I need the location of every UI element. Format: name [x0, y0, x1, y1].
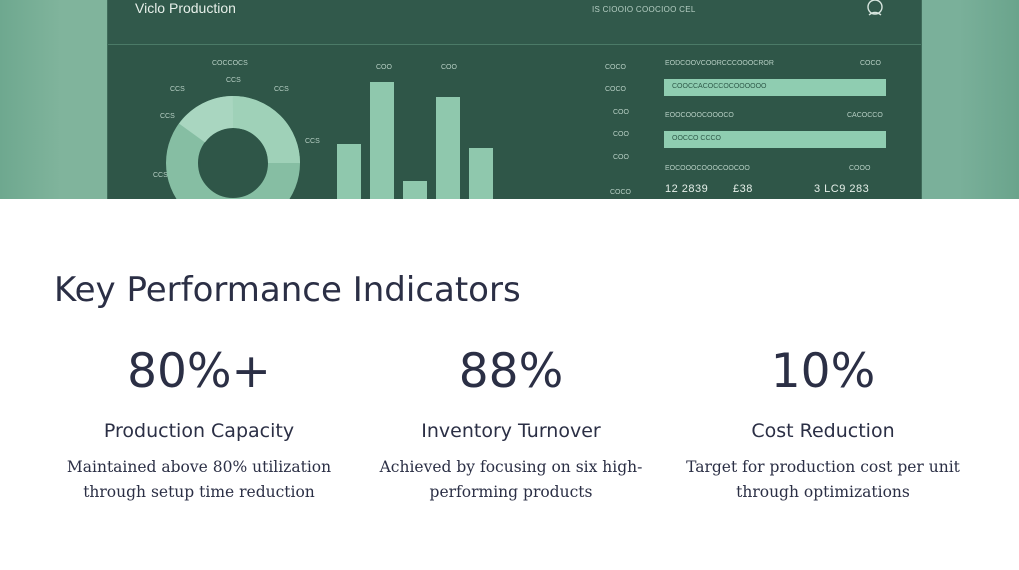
row-bar-text: COOCCACOCCOCOOOOOO	[672, 83, 767, 90]
kpi-value: 10%	[770, 344, 876, 399]
donut-label: CCS	[153, 172, 168, 179]
axis-label: COO	[613, 154, 629, 161]
dashboard-header: Viclo Production IS CIOOIO COOCIOO CEL	[108, 0, 921, 45]
bottom-number: 12 2839	[665, 183, 709, 195]
dashboard-screenshot: Viclo Production IS CIOOIO COOCIOO CEL C…	[107, 0, 922, 199]
kpi-description: Maintained above 80% utilization through…	[49, 455, 349, 505]
kpi-card-inventory-turnover: 88% Inventory Turnover Achieved by focus…	[361, 340, 661, 505]
bar	[370, 82, 394, 199]
row-label: EOOCOOOCOOOCO	[665, 112, 734, 119]
section-title: Key Performance Indicators	[54, 270, 521, 310]
row-value: COCO	[860, 60, 881, 67]
bar	[403, 181, 427, 199]
kpi-description-line: performing products	[429, 483, 593, 501]
bar-top-label: COO	[441, 64, 457, 71]
dashboard-meta: IS CIOOIO COOCIOO CEL	[592, 5, 696, 14]
axis-label: COO	[613, 131, 629, 138]
kpi-label: Production Capacity	[103, 420, 295, 442]
bar	[469, 148, 493, 199]
kpi-card-production-capacity: 80%+ Production Capacity Maintained abov…	[49, 340, 349, 505]
donut-chart	[166, 96, 300, 199]
user-icon	[867, 0, 883, 16]
axis-label: COCO	[605, 64, 626, 71]
donut-label: CCS	[170, 86, 185, 93]
bottom-number: 3 LC9 283	[814, 183, 870, 195]
kpi-label: Inventory Turnover	[421, 420, 601, 442]
bar	[436, 97, 460, 199]
kpi-card-cost-reduction: 10% Cost Reduction Target for production…	[673, 340, 973, 505]
kpi-value: 80%+	[127, 344, 271, 399]
kpi-description-line: Maintained above 80% utilization	[66, 458, 332, 476]
kpi-description-line: Achieved by focusing on six high-	[379, 458, 643, 476]
bottom-number: £38	[733, 183, 753, 195]
donut-label: CCS	[160, 113, 175, 120]
hero-banner-image: Viclo Production IS CIOOIO COOCIOO CEL C…	[0, 0, 1019, 199]
kpi-description-line: Target for production cost per unit	[686, 458, 960, 476]
axis-label: COO	[613, 109, 629, 116]
kpi-description: Achieved by focusing on six high- perfor…	[361, 455, 661, 505]
kpi-description: Target for production cost per unit thro…	[673, 455, 973, 505]
kpi-value: 88%	[458, 344, 564, 399]
kpi-description-line: through setup time reduction	[83, 483, 315, 501]
bar-chart	[337, 82, 493, 199]
row-value: COOO	[849, 165, 871, 172]
axis-label: COCO	[605, 86, 626, 93]
donut-label: CCS	[226, 77, 241, 84]
axis-label: COCO	[610, 189, 631, 196]
row-bar: COOCCACOCCOCOOOOOO	[664, 79, 886, 96]
donut-label: CCS	[274, 86, 289, 93]
row-label: EODCOOVCOORCCCOOOCROR	[665, 60, 774, 67]
row-value: CACOCCO	[847, 112, 883, 119]
row-bar: OOCCO CCCO	[664, 131, 886, 148]
dashboard-title: Viclo Production	[135, 0, 236, 16]
row-bar-text: OOCCO CCCO	[672, 135, 721, 142]
kpi-description-line: through optimizations	[736, 483, 910, 501]
donut-label: CCS	[305, 138, 320, 145]
bar	[337, 144, 361, 199]
donut-top-label: COCCOCS	[212, 60, 248, 67]
row-label: EOCOOOCOOOCOOCOO	[665, 165, 750, 172]
bar-top-label: COO	[376, 64, 392, 71]
kpi-label: Cost Reduction	[751, 420, 895, 442]
